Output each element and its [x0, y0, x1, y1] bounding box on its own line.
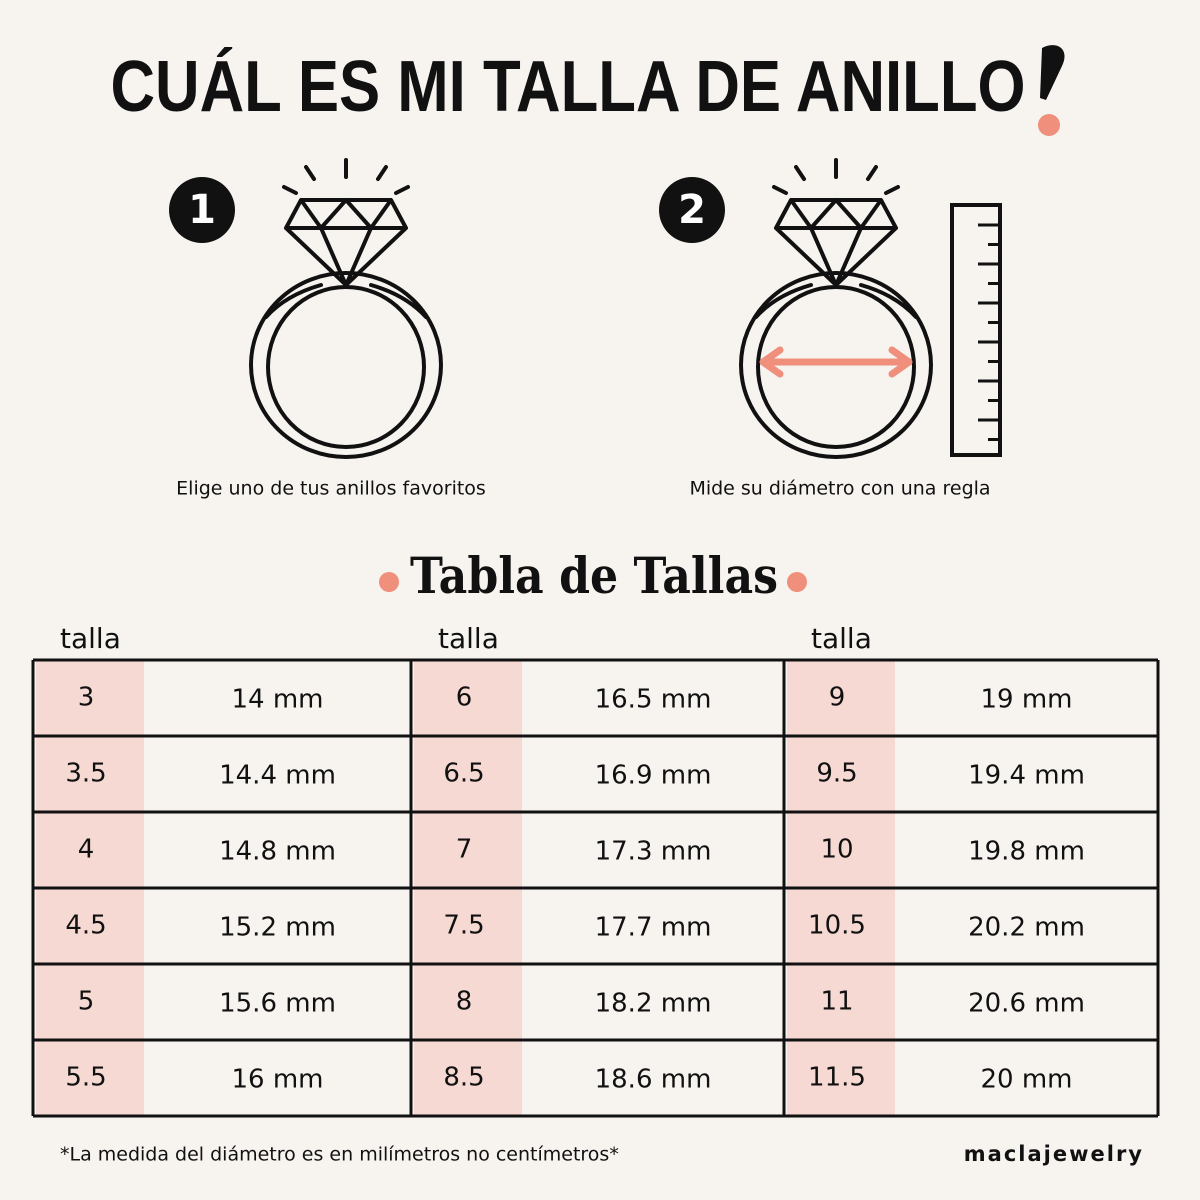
diameter-cell: 15.6 mm: [219, 989, 336, 1019]
size-cell: 3: [78, 683, 95, 713]
diameter-cell: 16 mm: [231, 1065, 323, 1095]
diameter-cell: 16.9 mm: [595, 761, 712, 791]
diameter-cell: 20.6 mm: [968, 989, 1085, 1019]
step-badge: [659, 177, 725, 243]
diameter-cell: 20 mm: [980, 1065, 1072, 1095]
size-cell: 7: [456, 835, 473, 865]
size-cell: 9: [829, 683, 846, 713]
size-cell: 4.5: [65, 911, 106, 941]
diameter-cell: 15.2 mm: [219, 913, 336, 943]
column-header: talla: [438, 622, 499, 655]
size-cell: 4: [78, 835, 95, 865]
size-table: talla 3 14 mm 3.5 14.4 mm 4 14.8 mm 4.5 15.2 mm 5…: [31, 622, 1160, 1118]
title-mark: [1038, 45, 1065, 136]
size-cell: 3.5: [65, 759, 106, 789]
diameter-cell: 18.6 mm: [595, 1065, 712, 1095]
step-number: 1: [188, 187, 216, 233]
size-cell: 6: [456, 683, 473, 713]
measure-arrow: [759, 346, 913, 378]
size-cell: 10: [820, 835, 853, 865]
step-caption: Mide su diámetro con una regla: [689, 478, 990, 500]
size-cell: 6.5: [443, 759, 484, 789]
diameter-cell: 17.3 mm: [595, 837, 712, 867]
diameter-cell: 18.2 mm: [595, 989, 712, 1019]
size-cell: 5.5: [65, 1063, 106, 1093]
step-number: 2: [678, 187, 706, 233]
diameter-cell: 14 mm: [231, 685, 323, 715]
size-cell: 8.5: [443, 1063, 484, 1093]
diameter-cell: 16.5 mm: [595, 685, 712, 715]
size-cell: 10.5: [808, 911, 866, 941]
ruler: [950, 203, 1002, 457]
diameter-cell: 19.8 mm: [968, 837, 1085, 867]
step-caption: Elige uno de tus anillos favoritos: [176, 478, 486, 500]
size-cell: 5: [78, 987, 95, 1017]
diameter-cell: 20.2 mm: [968, 913, 1085, 943]
size-cell: 9.5: [816, 759, 857, 789]
diameter-cell: 19.4 mm: [968, 761, 1085, 791]
column-header: talla: [811, 622, 872, 655]
title: CUÁL ES MI TALLA DE ANILLO: [111, 47, 1026, 127]
size-cell: 11: [820, 987, 853, 1017]
dot: [787, 572, 807, 592]
brand: maclajewelry: [964, 1142, 1144, 1166]
size-cell: 8: [456, 987, 473, 1017]
size-cell: 11.5: [808, 1063, 866, 1093]
diameter-cell: 19 mm: [980, 685, 1072, 715]
diameter-cell: 17.7 mm: [595, 913, 712, 943]
column-header: talla: [60, 622, 121, 655]
diameter-cell: 14.8 mm: [219, 837, 336, 867]
footnote: *La medida del diámetro es en milímetros…: [60, 1144, 619, 1166]
diameter-cell: 14.4 mm: [219, 761, 336, 791]
dot: [379, 572, 399, 592]
table-title: Tabla de Tallas: [410, 546, 778, 605]
size-cell: 7.5: [443, 911, 484, 941]
step-badge: [169, 177, 235, 243]
